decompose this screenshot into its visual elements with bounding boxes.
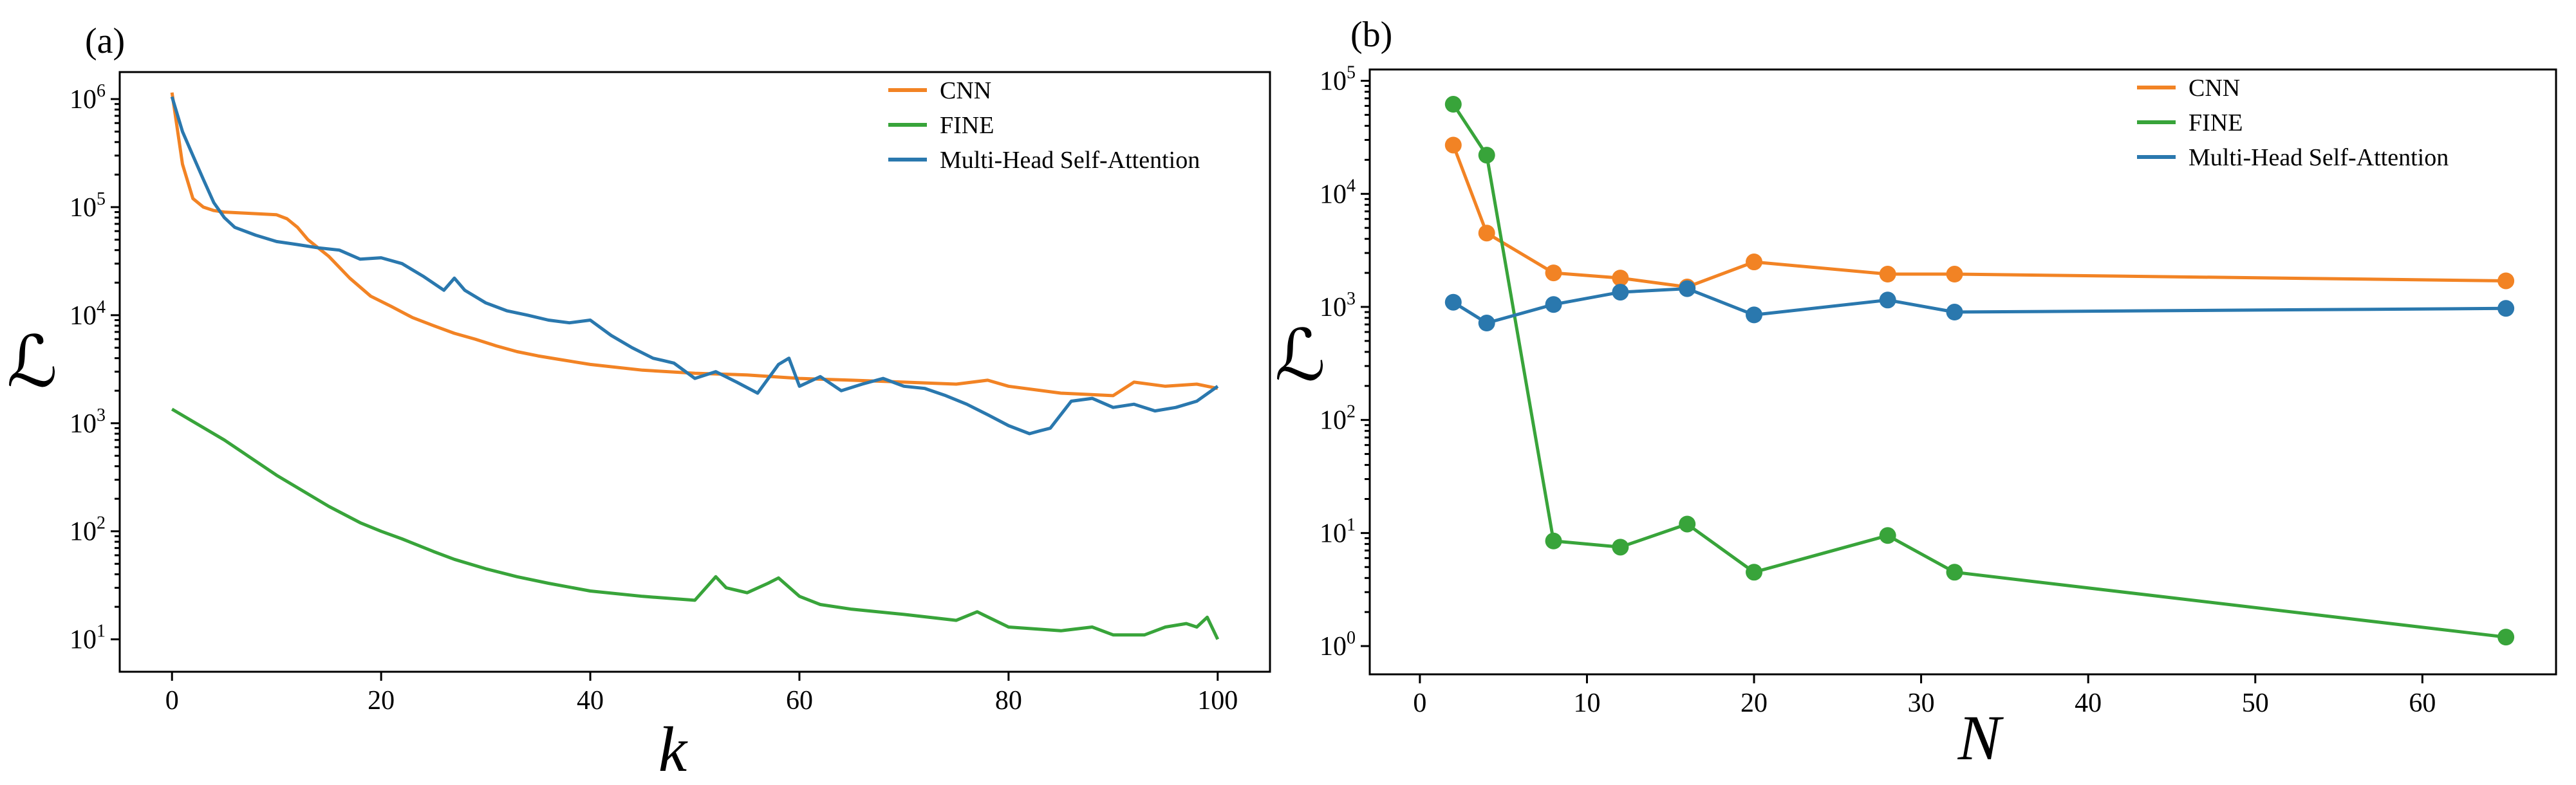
data-point-fine: [1746, 564, 1763, 581]
panel-a-ylabel: ℒ: [6, 323, 57, 402]
data-point-fine: [2497, 629, 2515, 646]
series-line-mhsa: [170, 96, 1219, 436]
data-point-fine: [1444, 96, 1462, 113]
x-tick-label: 50: [2242, 688, 2269, 718]
y-tick-label: 104: [1320, 176, 1356, 209]
panel-a: (a) 0 20 40 60 80 100 101 102 103 104 105 106 CNN FI…: [6, 21, 1271, 785]
x-tick-label: 0: [1413, 688, 1426, 718]
data-point-cnn: [1444, 136, 1462, 154]
data-point-fine: [1946, 564, 1963, 581]
data-point-mhsa: [1478, 315, 1495, 332]
legend-label-cnn: CNN: [2189, 75, 2240, 102]
data-point-mhsa: [1545, 296, 1562, 313]
panel-b-label: (b): [1350, 15, 1392, 55]
x-tick-label: 30: [1908, 688, 1935, 718]
data-point-fine: [1879, 527, 1896, 544]
x-tick-label: 60: [2409, 688, 2436, 718]
x-tick-label: 10: [1573, 688, 1600, 718]
legend-label-mhsa: Multi-Head Self-Attention: [2189, 144, 2449, 171]
panel-b: (b) 0 10 20 30 40 50 60 100 101 102 103 104 105 CNN F…: [1274, 15, 2557, 773]
y-tick-label: 101: [70, 622, 106, 655]
data-point-mhsa: [1879, 291, 1896, 309]
legend-label-mhsa: Multi-Head Self-Attention: [940, 147, 1200, 174]
data-point-mhsa: [1679, 280, 1696, 297]
x-tick-label: 40: [2075, 688, 2102, 718]
x-tick-label: 60: [786, 686, 813, 716]
y-tick-label: 106: [70, 81, 106, 115]
legend-label-fine: FINE: [2189, 109, 2243, 136]
data-point-mhsa: [1946, 304, 1963, 321]
data-point-mhsa: [1612, 284, 1629, 301]
y-tick-label: 103: [1320, 289, 1356, 322]
data-point-cnn: [1879, 266, 1896, 283]
y-tick-label: 100: [1320, 628, 1356, 661]
data-point-mhsa: [1746, 306, 1763, 324]
legend-label-fine: FINE: [940, 112, 994, 139]
x-tick-label: 20: [368, 686, 395, 716]
y-tick-label: 102: [70, 513, 106, 547]
data-point-fine: [1679, 515, 1696, 533]
data-point-fine: [1612, 539, 1629, 556]
data-point-mhsa: [2497, 300, 2515, 317]
panel-a-xlabel: k: [658, 714, 688, 785]
data-point-cnn: [1612, 270, 1629, 287]
y-tick-label: 104: [70, 297, 106, 331]
panel-b-frame: [1368, 68, 2557, 676]
y-tick-label: 105: [1320, 63, 1356, 97]
series-line-fine: [171, 407, 1220, 640]
legend-label-cnn: CNN: [940, 77, 991, 104]
x-tick-label: 20: [1741, 688, 1768, 718]
panel-a-label: (a): [85, 21, 125, 61]
panel-b-ylabel: ℒ: [1274, 317, 1325, 395]
data-point-fine: [1545, 532, 1562, 550]
y-tick-label: 102: [1320, 402, 1356, 436]
x-tick-label: 100: [1197, 686, 1238, 716]
data-point-cnn: [1946, 266, 1963, 283]
x-tick-label: 80: [995, 686, 1022, 716]
panel-b-legend: CNN FINE Multi-Head Self-Attention: [2137, 75, 2449, 171]
data-point-fine: [1478, 147, 1495, 164]
x-tick-label: 40: [577, 686, 604, 716]
series-line-cnn: [170, 92, 1218, 398]
y-tick-label: 101: [1320, 515, 1356, 548]
panel-a-legend: CNN FINE Multi-Head Self-Attention: [888, 77, 1200, 174]
data-point-cnn: [1545, 264, 1562, 282]
y-tick-label: 103: [70, 405, 106, 439]
x-tick-label: 0: [165, 686, 179, 716]
data-point-cnn: [1746, 254, 1763, 271]
y-tick-label: 105: [70, 189, 106, 223]
data-point-mhsa: [1444, 293, 1462, 311]
panel-b-xlabel: N: [1957, 702, 2004, 773]
data-point-cnn: [2497, 272, 2515, 290]
data-point-cnn: [1478, 225, 1495, 242]
